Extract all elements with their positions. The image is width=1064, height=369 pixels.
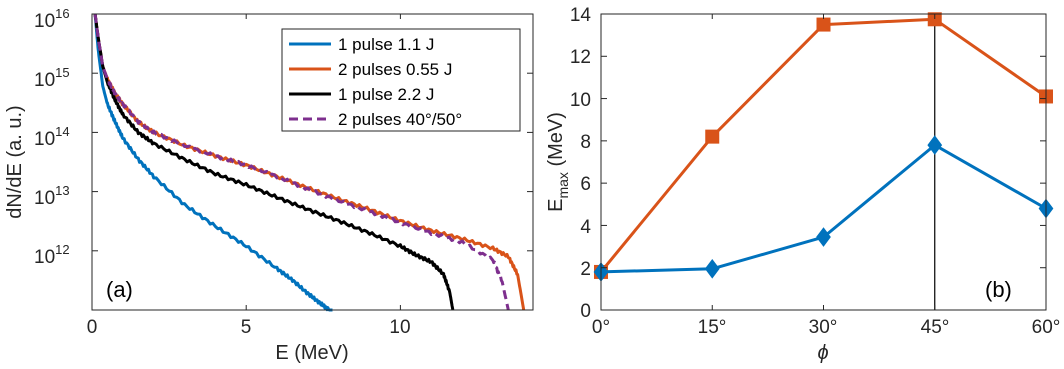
spectrum-y-axis-label: dN/dE (a. u.) <box>4 105 26 218</box>
spectrum-y-tick-labels: 1012 1013 1014 1015 1016 <box>34 6 70 268</box>
emax-axes-box <box>600 13 1047 311</box>
emax-square-marker <box>816 17 831 32</box>
emax-y-tick-labels: 0 2 4 6 8 10 12 14 <box>570 5 592 322</box>
y-tick-label: 0 <box>580 301 591 322</box>
y-tick-label: 12 <box>570 47 591 68</box>
y-tick-label: 14 <box>570 5 592 26</box>
y-tick-label: 2 <box>580 259 591 280</box>
emax-plot-area <box>593 12 1054 310</box>
spectrum-x-axis-label: E (MeV) <box>275 342 348 364</box>
y-tick-label: 4 <box>580 217 591 238</box>
legend-label: 1 pulse 2.2 J <box>338 85 434 104</box>
spectrum-ticks <box>91 13 533 310</box>
spectrum-series-line <box>93 13 510 311</box>
x-tick-label: 5 <box>241 317 252 338</box>
spectrum-series-line <box>93 13 455 311</box>
emax-chart: 0 2 4 6 8 10 12 14 0° 15° 30° 45° 60° ϕ … <box>545 5 1060 364</box>
spectrum-legend: 1 pulse 1.1 J 2 pulses 0.55 J 1 pulse 2.… <box>281 28 521 132</box>
emax-y-axis-label: Emax (MeV) <box>545 112 571 212</box>
spectrum-plot-area <box>93 13 526 312</box>
spectrum-axes-box <box>91 13 534 311</box>
emax-ticks <box>600 13 1047 311</box>
y-tick-label: 1016 <box>34 6 70 32</box>
emax-square-marker <box>927 12 942 27</box>
panel-label-a: (a) <box>106 277 133 302</box>
legend-box <box>281 28 521 132</box>
legend-label: 2 pulses 0.55 J <box>338 60 452 79</box>
emax-diamond-marker <box>704 258 720 279</box>
x-tick-label: 30° <box>809 317 838 338</box>
emax-diamond-marker <box>927 135 943 155</box>
y-tick-label: 1013 <box>34 183 70 209</box>
emax-diamond-marker <box>816 227 831 247</box>
x-tick-label: 0 <box>87 317 98 338</box>
x-tick-label: 10 <box>389 317 410 338</box>
legend-label: 2 pulses 40°/50° <box>338 110 462 129</box>
emax-x-axis-label: ϕ <box>817 342 828 364</box>
y-tick-label: 6 <box>580 174 591 195</box>
x-tick-label: 15° <box>698 317 727 338</box>
spectrum-series-line <box>93 13 334 312</box>
emax-x-tick-labels: 0° 15° 30° 45° 60° <box>592 317 1060 338</box>
y-tick-label: 1015 <box>34 65 70 91</box>
y-tick-label: 10 <box>570 90 591 111</box>
x-tick-label: 45° <box>921 317 950 338</box>
y-tick-label: 1014 <box>34 124 70 150</box>
y-tick-label: 1012 <box>34 242 70 268</box>
x-tick-label: 60° <box>1032 317 1061 338</box>
legend-label: 1 pulse 1.1 J <box>338 35 434 54</box>
y-tick-label: 8 <box>580 132 591 153</box>
spectrum-chart: 1012 1013 1014 1015 1016 0 5 10 E (MeV) … <box>4 6 534 364</box>
spectrum-x-tick-labels: 0 5 10 <box>87 317 411 338</box>
x-tick-label: 0° <box>592 317 610 338</box>
panel-label-b: (b) <box>985 277 1012 302</box>
emax-square-marker <box>705 129 720 144</box>
emax-series-line <box>600 143 1047 274</box>
